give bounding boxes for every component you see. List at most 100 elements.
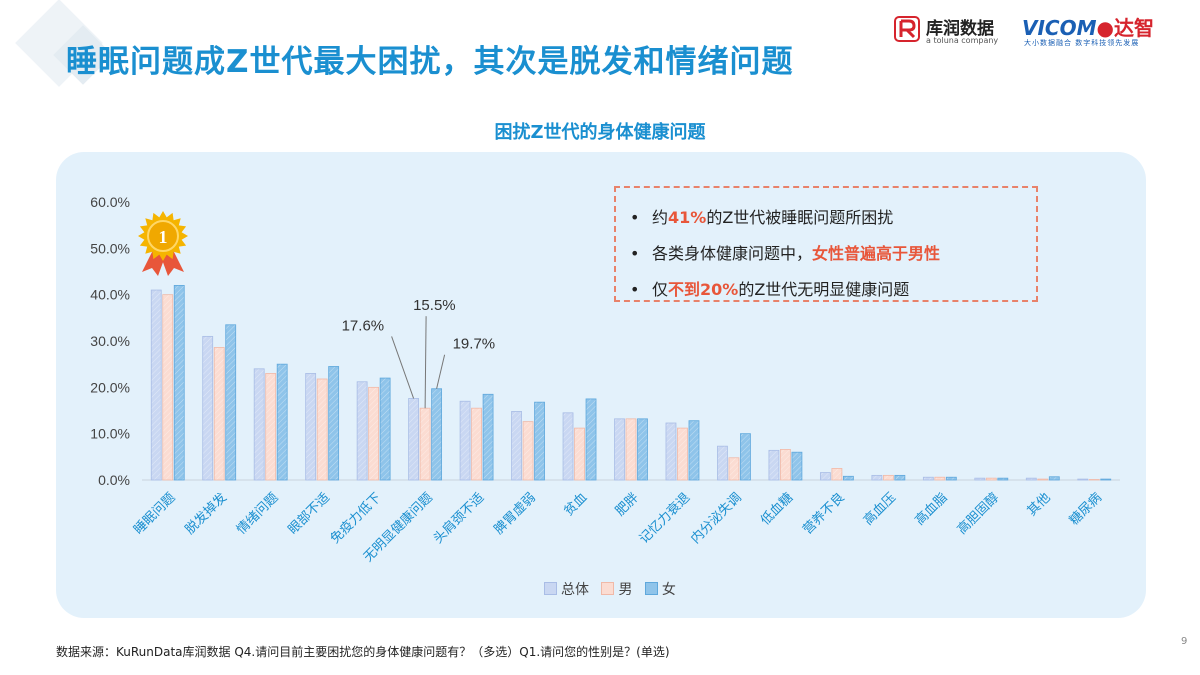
page-title: 睡眠问题成Z世代最大困扰，其次是脱发和情绪问题: [66, 44, 794, 80]
insight-2-pre: 各类身体健康问题中，: [652, 244, 813, 263]
legend-label-total: 总体: [561, 582, 589, 598]
legend-swatch-female: [644, 582, 658, 595]
bar-总体-营养不良: [819, 472, 831, 481]
bar-女-免疫力低下: [379, 377, 391, 481]
insight-line-3: • 仅不到20%的Z世代无明显健康问题: [630, 276, 909, 300]
bar-男-肥胖: [625, 418, 637, 481]
insight-2-highlight: 女性普遍高于男性: [812, 244, 941, 263]
vicom-brand-name: VICOM●达智: [1022, 12, 1154, 41]
x-tick-label: 糖尿病: [1066, 490, 1105, 529]
kurun-logo: 库润数据 a toluna company: [894, 12, 1014, 52]
gold-medal-icon: [138, 211, 188, 261]
bar-series: [150, 284, 1112, 481]
x-tick-label: 免疫力低下: [327, 490, 384, 547]
bar-总体-脾胃虚弱: [511, 411, 522, 481]
bar-女-营养不良: [842, 475, 854, 481]
brand-logos: 库润数据 a toluna company VICOM●达智 大小数据融合 数字…: [894, 12, 1184, 52]
kurun-logo-mark-icon: [894, 16, 920, 42]
y-tick-label: 60.0%: [90, 194, 130, 210]
bar-总体-贫血: [562, 412, 574, 481]
data-label-annotations: 17.6% 15.5% 19.7%: [342, 297, 495, 409]
page-number: 9: [1181, 636, 1188, 647]
bar-男-高胆固醇: [985, 477, 997, 481]
x-tick-label: 肥胖: [613, 490, 642, 519]
bar-总体-内分泌失调: [717, 445, 728, 481]
rank-number: 1: [159, 227, 168, 247]
bar-男-内分泌失调: [728, 457, 740, 481]
bar-女-其他: [1048, 476, 1060, 481]
y-tick-label: 30.0%: [90, 333, 130, 349]
x-tick-label: 眼部不适: [286, 490, 333, 537]
bar-女-情绪问题: [276, 363, 288, 481]
insight-callout: • 约41%的Z世代被睡眠问题所困扰 • 各类身体健康问题中，女性普遍高于男性 • 仅…: [614, 186, 1038, 302]
bar-男-头肩颈不适: [471, 407, 482, 481]
bar-男-脾胃虚弱: [522, 421, 534, 481]
chart-legend: 总体 男 女: [544, 579, 684, 599]
bar-男-情绪问题: [265, 373, 277, 481]
data-label: 17.6%: [342, 317, 385, 334]
insight-line-1: • 约41%的Z世代被睡眠问题所困扰: [630, 204, 893, 228]
bar-总体-眼部不适: [305, 373, 317, 481]
bar-总体-记忆力衰退: [665, 422, 677, 481]
vicom-brand-chinese: 达智: [1113, 16, 1154, 40]
x-tick-label: 低血糖: [757, 490, 796, 529]
bar-女-高胆固醇: [997, 477, 1009, 481]
bar-女-高血压: [894, 474, 906, 481]
bar-男-其他: [1037, 478, 1049, 481]
insight-1-post: 的Z世代被睡眠问题所困扰: [706, 208, 894, 227]
chart-title: 困扰Z世代的身体健康问题: [494, 122, 706, 143]
bar-女-无明显健康问题: [431, 388, 443, 481]
bar-总体-高血压: [871, 474, 883, 481]
bar-男-高血脂: [934, 476, 946, 481]
x-tick-label: 高血压: [860, 490, 899, 529]
x-axis-labels: 睡眠问题 脱发掉发 情绪问题 眼部不适免疫力低下无明显健康问题头肩颈不适 脾胃虚弱 贫血肥…: [131, 490, 1105, 566]
bar-女-低血糖: [791, 451, 803, 481]
vicom-red-dot-icon: ●: [1096, 16, 1114, 40]
x-tick-label: 脱发掉发: [182, 490, 230, 538]
bar-女-肥胖: [637, 418, 648, 481]
bar-总体-低血糖: [768, 449, 780, 481]
x-tick-label: 贫血: [561, 490, 591, 520]
bar-女-贫血: [585, 398, 597, 481]
x-tick-label: 情绪问题: [234, 490, 281, 537]
x-tick-label: 高胆固醇: [954, 490, 1002, 538]
bar-女-高血脂: [945, 476, 957, 481]
y-tick-label: 20.0%: [90, 379, 130, 395]
bar-总体-免疫力低下: [356, 381, 368, 481]
legend-item-female: 女: [644, 582, 676, 598]
data-label-leader: [436, 354, 446, 389]
bar-男-无明显健康问题: [419, 407, 431, 481]
bullet-icon: •: [630, 208, 640, 227]
kurun-brand-name: 库润数据: [926, 19, 994, 39]
vicom-logo: VICOM●达智 大小数据融合 数字科技领先发展: [1022, 12, 1182, 52]
bar-女-记忆力衰退: [688, 420, 700, 481]
bar-男-糖尿病: [1088, 479, 1100, 481]
insight-3-post: 的Z世代无明显健康问题: [738, 280, 910, 299]
bar-总体-高胆固醇: [974, 477, 986, 481]
bar-男-营养不良: [831, 468, 843, 481]
insight-3-pre: 仅: [652, 280, 669, 299]
data-label-leader: [424, 316, 427, 409]
insight-3-highlight: 不到20%: [668, 280, 739, 299]
bar-总体-睡眠问题: [150, 289, 162, 481]
legend-label-female: 女: [661, 582, 676, 598]
data-label-leader: [391, 336, 415, 399]
bar-男-低血糖: [780, 449, 791, 481]
source-footnote: 数据来源：KuRunData库润数据 Q4.请问目前主要困扰您的身体健康问题有？…: [56, 645, 670, 659]
legend-swatch-male: [601, 582, 615, 595]
bar-总体-肥胖: [614, 418, 625, 481]
insight-1-highlight: 41%: [668, 208, 707, 227]
x-tick-label: 睡眠问题: [131, 490, 178, 537]
y-tick-label: 40.0%: [90, 287, 130, 303]
kurun-brand-subtitle: a toluna company: [926, 36, 999, 45]
x-tick-label: 高血脂: [912, 490, 951, 529]
y-tick-label: 50.0%: [90, 240, 130, 256]
bar-总体-其他: [1025, 477, 1037, 481]
data-label: 15.5%: [413, 297, 456, 314]
bar-女-脱发掉发: [225, 324, 237, 481]
bar-总体-无明显健康问题: [408, 398, 420, 481]
bar-女-头肩颈不适: [482, 393, 494, 481]
x-tick-label: 脾胃虚弱: [491, 490, 538, 537]
x-tick-label: 内分泌失调: [687, 490, 744, 547]
bar-总体-糖尿病: [1077, 478, 1089, 481]
